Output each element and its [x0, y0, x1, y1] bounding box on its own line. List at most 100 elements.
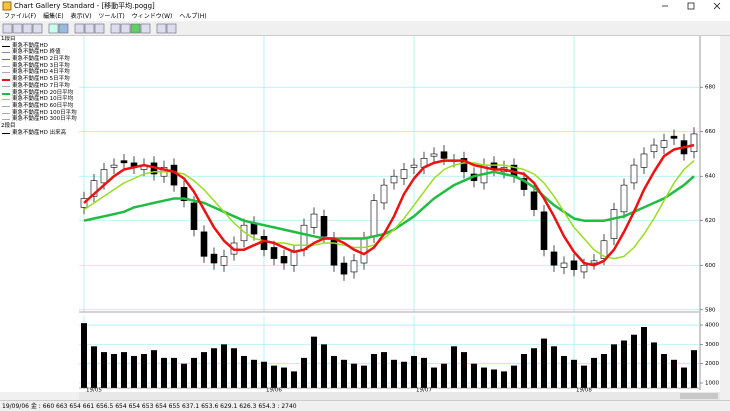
menu-item[interactable]: ファイル(F)	[4, 13, 37, 20]
legend-swatch	[2, 72, 10, 74]
candle-body	[440, 151, 448, 159]
toolbar	[0, 21, 730, 36]
window-controls[interactable]	[650, 0, 730, 12]
candle-body	[460, 158, 468, 173]
volume-bar	[331, 355, 337, 388]
volume-bar	[121, 352, 127, 388]
plot-background	[78, 36, 730, 392]
app-icon	[2, 1, 12, 11]
volume-bar	[641, 327, 647, 388]
volume-bar	[481, 367, 487, 388]
volume-bar	[611, 344, 617, 388]
panel-label: 1段目	[1, 36, 16, 42]
x-tick-label: 19/08	[576, 388, 592, 394]
volume-bar	[201, 352, 207, 388]
menu-bar: ファイル(F) 編集(E) 表示(V) ツール(T) ウィンドウ(W) ヘルプ(H)	[0, 12, 730, 21]
y-tick-label: 580	[705, 307, 716, 313]
menu-item[interactable]: ヘルプ(H)	[179, 13, 207, 20]
volume-bar	[501, 371, 507, 388]
candle-body	[650, 144, 658, 153]
volume-bar	[401, 361, 407, 388]
h-scrollbar[interactable]	[79, 392, 720, 400]
legend-swatch	[2, 132, 10, 134]
legend-item: 東急不動産HD 出来高	[0, 130, 78, 137]
volume-bar	[431, 367, 437, 388]
candle-body	[580, 264, 588, 273]
volume-bar	[241, 355, 247, 388]
candle-body	[370, 200, 378, 237]
legend-swatch	[2, 92, 10, 95]
y-tick-label: 660	[705, 129, 716, 135]
candle-body	[270, 247, 278, 259]
volume-bar	[511, 365, 517, 388]
candle-body	[530, 191, 538, 210]
volume-bar	[231, 348, 237, 388]
volume-bar	[471, 363, 477, 388]
volume-bar	[391, 359, 397, 388]
legend-swatch	[2, 105, 10, 107]
chart: 580 600 620 640 660 680 19/05 19/06 19/07 19/08 10…	[78, 36, 730, 400]
volume-bar	[161, 357, 167, 388]
candle-body	[390, 175, 398, 184]
volume-bar	[441, 363, 447, 388]
menu-item[interactable]: ツール(T)	[98, 13, 125, 20]
volume-bar	[301, 357, 307, 388]
candle-body	[560, 262, 568, 268]
legend-swatch	[2, 119, 10, 121]
volume-bar	[101, 352, 107, 388]
volume-bar	[531, 348, 537, 388]
volume-bar	[491, 369, 497, 388]
legend-item: 東急不動産HD 20日平均	[0, 90, 78, 97]
volume-bar	[411, 355, 417, 388]
legend-item: 東急不動産HD 2日平均	[0, 56, 78, 63]
volume-bar	[461, 352, 467, 388]
legend-swatch	[2, 112, 10, 114]
candle-body	[350, 260, 358, 273]
title-bar: Chart Gallery Standard - [移動平均.pogg]	[0, 0, 730, 12]
legend-item: 東急不動産HD 300日平均	[0, 116, 78, 123]
candle-body	[600, 240, 608, 259]
legend-swatch	[2, 85, 10, 87]
candle-body	[180, 187, 188, 202]
candle-body	[360, 238, 368, 264]
volume-bar	[601, 354, 607, 388]
candle-body	[570, 260, 578, 271]
candle-body	[550, 251, 558, 266]
toolbar-icons[interactable]	[0, 22, 200, 36]
volume-bar	[681, 367, 687, 388]
v-scrollbar[interactable]	[720, 36, 730, 400]
volume-bar	[451, 346, 457, 388]
candle-body	[590, 260, 598, 264]
menu-item[interactable]: ウィンドウ(W)	[131, 13, 173, 20]
volume-bar	[261, 361, 267, 388]
y-tick-label: 620	[705, 218, 716, 224]
legend-item: 東急不動産HD 3日平均	[0, 63, 78, 70]
menu-item[interactable]: 表示(V)	[70, 13, 92, 20]
candle-body	[380, 184, 388, 204]
volume-bar	[571, 359, 577, 388]
candle-body	[220, 256, 228, 266]
volume-bar	[131, 355, 137, 388]
candle-body	[410, 164, 418, 168]
candle-body	[660, 140, 668, 148]
legend-item: 東急不動産HD 100日平均	[0, 110, 78, 117]
legend-item: 東急不動産HD 終値	[0, 49, 78, 56]
volume-bar	[191, 357, 197, 388]
menu-item[interactable]: 編集(E)	[43, 13, 64, 20]
volume-bar	[581, 365, 587, 388]
h-scroll-thumb[interactable]	[680, 393, 718, 399]
candle-body	[80, 198, 88, 208]
volume-bar	[211, 348, 217, 388]
volume-bar	[591, 357, 597, 388]
volume-bar	[81, 323, 87, 388]
ma-line	[83, 170, 695, 240]
volume-bar	[551, 346, 557, 388]
y-tick-label: 3000	[705, 342, 719, 348]
legend-item: 東急不動産HD 7日平均	[0, 83, 78, 90]
volume-bar	[361, 365, 367, 388]
candle-body	[340, 262, 348, 275]
candle-body	[90, 180, 98, 197]
ma-line	[83, 143, 695, 267]
candle-body	[300, 224, 308, 250]
